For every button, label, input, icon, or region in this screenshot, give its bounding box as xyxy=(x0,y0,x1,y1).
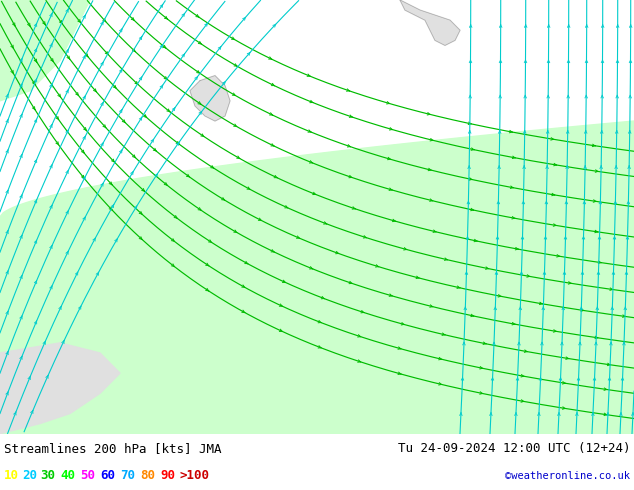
Text: ©weatheronline.co.uk: ©weatheronline.co.uk xyxy=(505,471,630,481)
Polygon shape xyxy=(0,343,120,434)
Text: 20: 20 xyxy=(22,469,37,483)
Text: Tu 24-09-2024 12:00 UTC (12+24): Tu 24-09-2024 12:00 UTC (12+24) xyxy=(398,441,630,455)
Text: 30: 30 xyxy=(40,469,55,483)
Text: Streamlines 200 hPa [kts] JMA: Streamlines 200 hPa [kts] JMA xyxy=(4,441,221,455)
Text: 70: 70 xyxy=(120,469,135,483)
Text: 80: 80 xyxy=(140,469,155,483)
Text: 60: 60 xyxy=(100,469,115,483)
Text: 40: 40 xyxy=(60,469,75,483)
Text: 90: 90 xyxy=(160,469,175,483)
Polygon shape xyxy=(0,0,90,101)
Polygon shape xyxy=(190,75,230,121)
Polygon shape xyxy=(0,121,634,434)
Text: 50: 50 xyxy=(80,469,95,483)
Text: >100: >100 xyxy=(180,469,210,483)
Text: 10: 10 xyxy=(4,469,19,483)
Polygon shape xyxy=(400,0,460,46)
